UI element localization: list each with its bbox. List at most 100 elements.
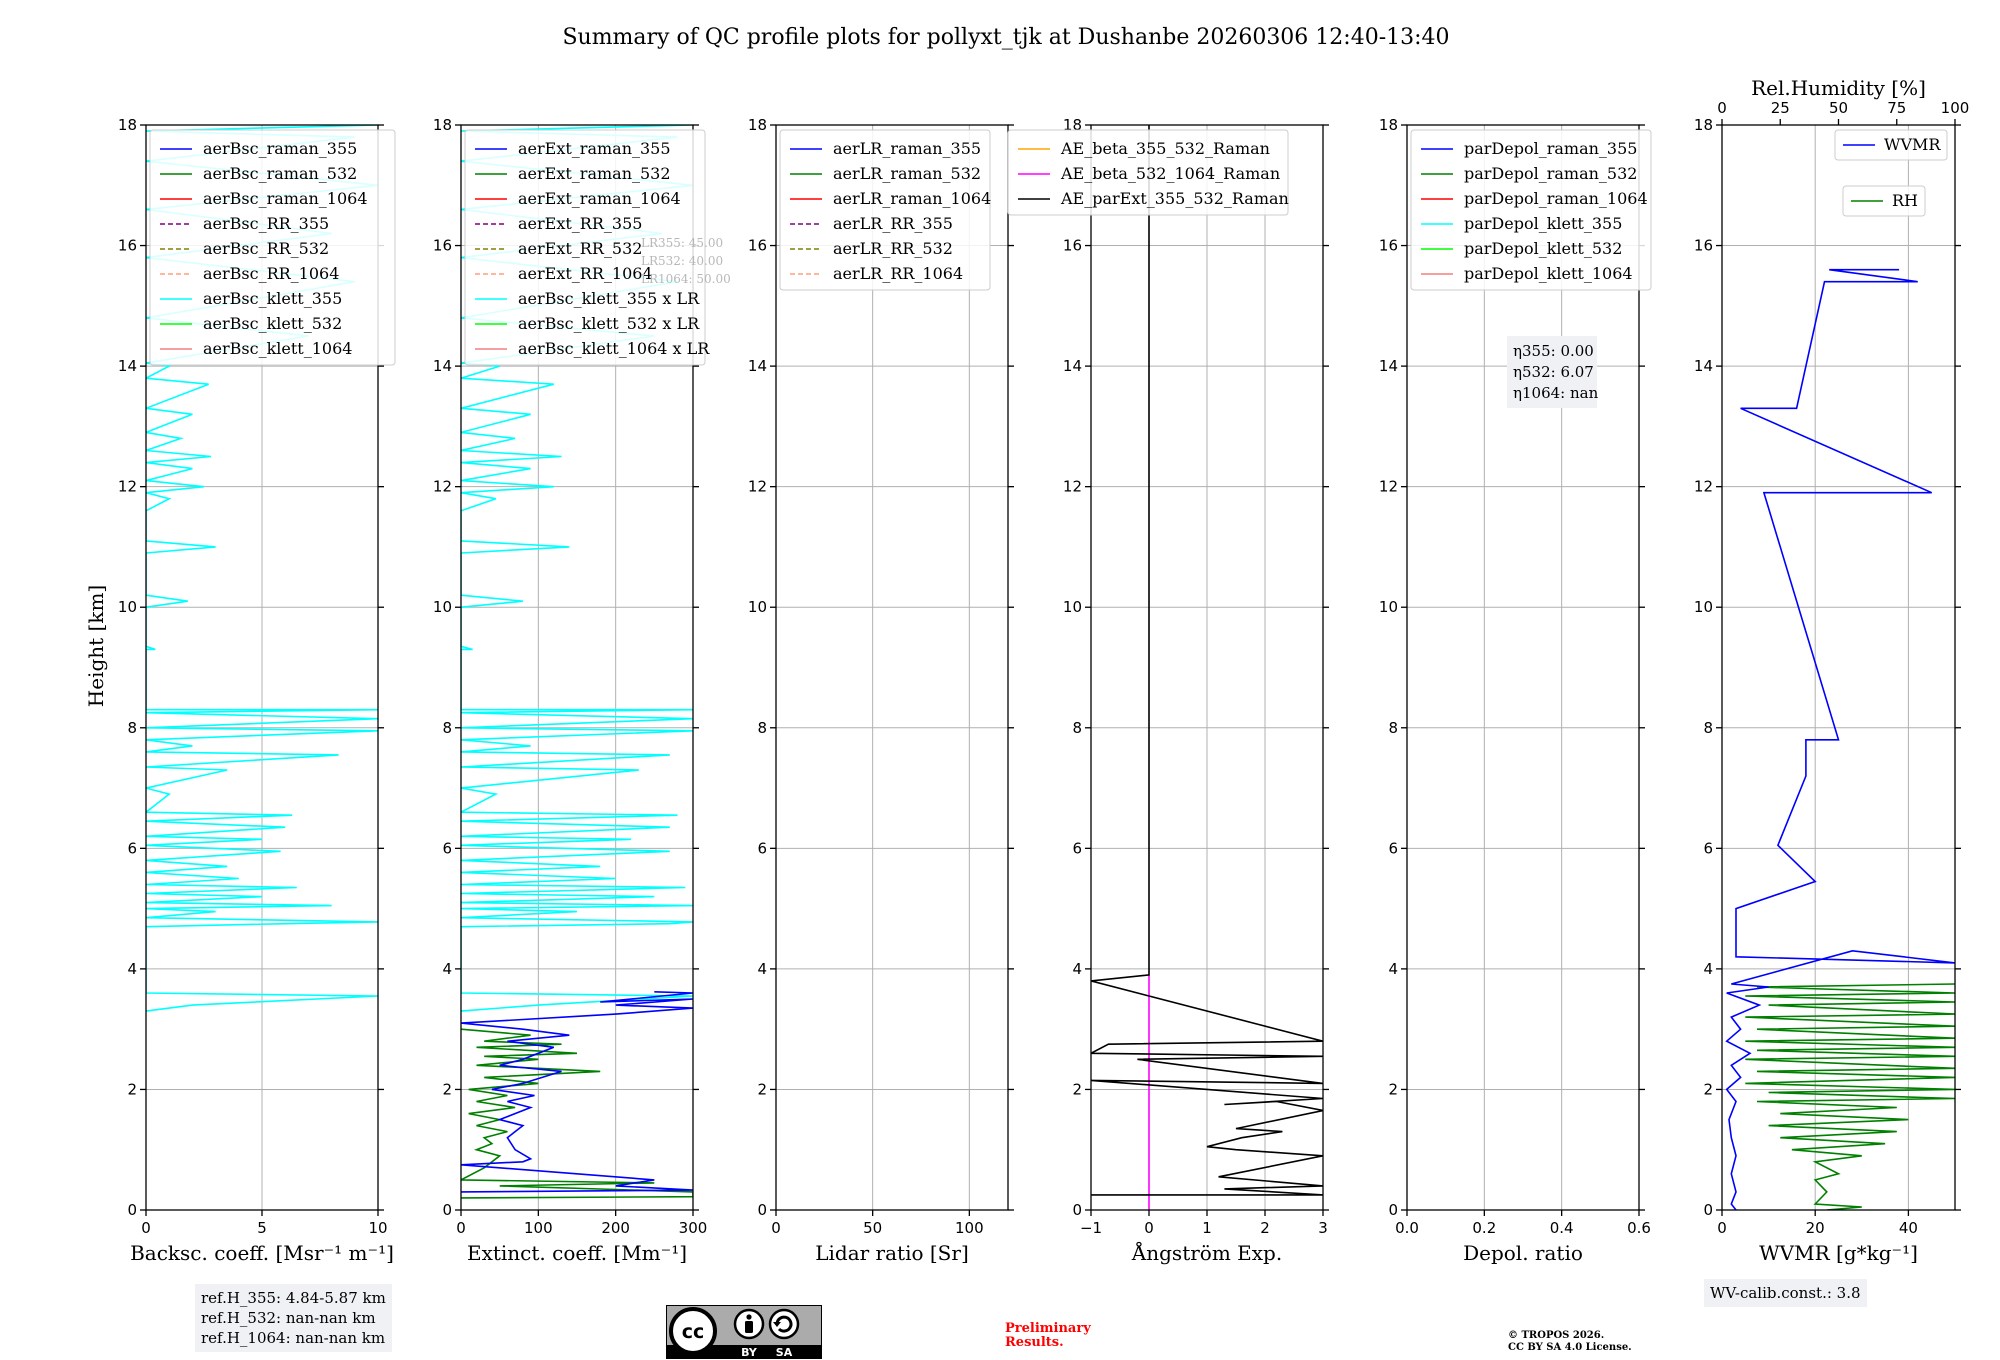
y-tick-label: 10	[433, 598, 452, 616]
legend-label-aerBsc_RR_1064: aerBsc_RR_1064	[203, 264, 339, 283]
y-tick-label: 6	[1072, 839, 1082, 857]
x-tick-label: 1	[1202, 1219, 1212, 1237]
y-tick-label: 18	[748, 116, 767, 134]
x-axis-label: Lidar ratio [Sr]	[815, 1241, 969, 1265]
cc-icon	[669, 1307, 717, 1355]
x-tick-label: −1	[1080, 1219, 1102, 1237]
legend-label-AE_parExt_355_532_Raman: AE_parExt_355_532_Raman	[1060, 189, 1289, 208]
legend-label-parDepol_raman_1064: parDepol_raman_1064	[1464, 189, 1648, 208]
lidar-ratio-note: LR355: 45.00	[641, 236, 723, 250]
y-tick-label: 18	[118, 116, 137, 134]
legend-label-aerLR_RR_1064: aerLR_RR_1064	[833, 264, 963, 283]
x-tick-label: 0.2	[1472, 1219, 1496, 1237]
top-x-tick-label: 25	[1771, 99, 1790, 117]
x-tick-label: 50	[863, 1219, 882, 1237]
ref-height-1064: ref.H_1064: nan-nan km	[201, 1329, 386, 1347]
y-tick-label: 4	[1388, 960, 1398, 978]
y-tick-label: 8	[127, 719, 137, 737]
x-axis-label: Backsc. coeff. [Msr⁻¹ m⁻¹]	[130, 1241, 394, 1265]
legend-label-aerBsc_klett_532: aerBsc_klett_532	[203, 314, 342, 333]
legend-label-parDepol_raman_355: parDepol_raman_355	[1464, 139, 1637, 158]
y-tick-label: 0	[127, 1201, 137, 1219]
y-tick-label: 6	[757, 839, 767, 857]
x-axis-label: WVMR [g*kg⁻¹]	[1759, 1241, 1918, 1265]
y-tick-label: 18	[433, 116, 452, 134]
legend-label-WVMR: WVMR	[1884, 135, 1941, 154]
legend-label-aerExt_RR_355: aerExt_RR_355	[518, 214, 642, 233]
x-axis-label: Extinct. coeff. [Mm⁻¹]	[467, 1241, 687, 1265]
sa-icon	[768, 1308, 800, 1340]
legend-label-aerExt_RR_1064: aerExt_RR_1064	[518, 264, 653, 283]
y-tick-label: 0	[442, 1201, 452, 1219]
legend-label-parDepol_klett_355: parDepol_klett_355	[1464, 214, 1622, 233]
legend-label-aerBsc_raman_355: aerBsc_raman_355	[203, 139, 357, 158]
x-tick-label: 0.6	[1627, 1219, 1651, 1237]
y-tick-label: 10	[118, 598, 137, 616]
y-tick-label: 14	[1379, 357, 1398, 375]
series-line-WVMR	[1725, 268, 1955, 1210]
panel-backscatter: 0 2 4 6 8 10 12 14 16 18 0 5 10 Backsc. coeff. [Msr⁻¹…	[118, 116, 396, 1265]
lidar-ratio-note: LR532: 40.00	[641, 254, 723, 268]
x-tick-label: 0	[456, 1219, 466, 1237]
panel-depolarization: 0 2 4 6 8 10 12 14 16 18 0.0 0.2 0.4 0.6 Depol. ratio p…	[1379, 116, 1652, 1265]
top-x-tick-label: 50	[1829, 99, 1848, 117]
legend-label-AE_beta_355_532_Raman: AE_beta_355_532_Raman	[1060, 139, 1270, 158]
y-tick-label: 2	[1703, 1080, 1713, 1098]
copyright-line-2: CC BY SA 4.0 License.	[1508, 1342, 1632, 1353]
y-tick-label: 10	[1063, 598, 1082, 616]
reference-height-box: ref.H_355: 4.84-5.87 km ref.H_532: nan-n…	[195, 1284, 392, 1352]
top-x-tick-label: 0	[1717, 99, 1727, 117]
y-tick-label: 10	[748, 598, 767, 616]
y-tick-label: 16	[1063, 237, 1082, 255]
y-tick-label: 14	[1063, 357, 1082, 375]
y-tick-label: 6	[1388, 839, 1398, 857]
x-tick-label: 300	[679, 1219, 708, 1237]
series-group	[461, 125, 693, 1199]
y-tick-label: 12	[433, 478, 452, 496]
copyright-note: © TROPOS 2026. CC BY SA 4.0 License.	[1508, 1330, 1632, 1354]
panel-lidar-ratio: 0 2 4 6 8 10 12 14 16 18 0 50 100 Lidar ratio [Sr] aer…	[748, 116, 1014, 1265]
copyright-line-1: © TROPOS 2026.	[1508, 1330, 1605, 1341]
y-tick-label: 14	[433, 357, 452, 375]
y-tick-label: 8	[1072, 719, 1082, 737]
top-axis-label: Rel.Humidity [%]	[1751, 76, 1926, 100]
legend-label-aerBsc_RR_355: aerBsc_RR_355	[203, 214, 329, 233]
axes-frame	[1406, 124, 1640, 1211]
legend-label-aerLR_raman_532: aerLR_raman_532	[833, 164, 981, 183]
x-axis-label: Ångström Exp.	[1131, 1240, 1282, 1265]
y-tick-label: 0	[1388, 1201, 1398, 1219]
legend-label-aerBsc_raman_532: aerBsc_raman_532	[203, 164, 357, 183]
series-line-aerExt_raman_355	[461, 991, 693, 1193]
y-tick-label: 12	[1063, 478, 1082, 496]
eta-value: η355: 0.00	[1513, 342, 1594, 360]
axes-frame	[775, 124, 1009, 1211]
y-tick-label: 16	[1379, 237, 1398, 255]
y-tick-label: 2	[127, 1080, 137, 1098]
x-tick-label: 5	[257, 1219, 267, 1237]
y-tick-label: 0	[1703, 1201, 1713, 1219]
by-label: BY	[741, 1346, 758, 1359]
y-tick-label: 0	[757, 1201, 767, 1219]
preliminary-line-2: Results.	[1005, 1335, 1064, 1350]
y-tick-label: 2	[1388, 1080, 1398, 1098]
legend-label-aerBsc_klett_355 x LR: aerBsc_klett_355 x LR	[518, 289, 700, 308]
y-tick-label: 14	[118, 357, 137, 375]
legend-label-aerExt_raman_532: aerExt_raman_532	[518, 164, 671, 183]
y-tick-label: 0	[1072, 1201, 1082, 1219]
y-tick-label: 6	[127, 839, 137, 857]
series-line-AE_parExt_355_532_Raman	[1091, 125, 1323, 1196]
cc-license-logo: cc BY SA	[666, 1305, 822, 1359]
legend-label-aerBsc_klett_1064 x LR: aerBsc_klett_1064 x LR	[518, 339, 710, 358]
y-tick-label: 8	[1388, 719, 1398, 737]
series-group	[1091, 125, 1323, 1210]
y-tick-label: 4	[1703, 960, 1713, 978]
x-tick-label: 20	[1806, 1219, 1825, 1237]
legend-label-aerExt_RR_532: aerExt_RR_532	[518, 239, 642, 258]
legend-box	[149, 129, 396, 366]
y-tick-label: 16	[433, 237, 452, 255]
y-tick-label: 16	[118, 237, 137, 255]
legend-box	[1834, 129, 1948, 161]
